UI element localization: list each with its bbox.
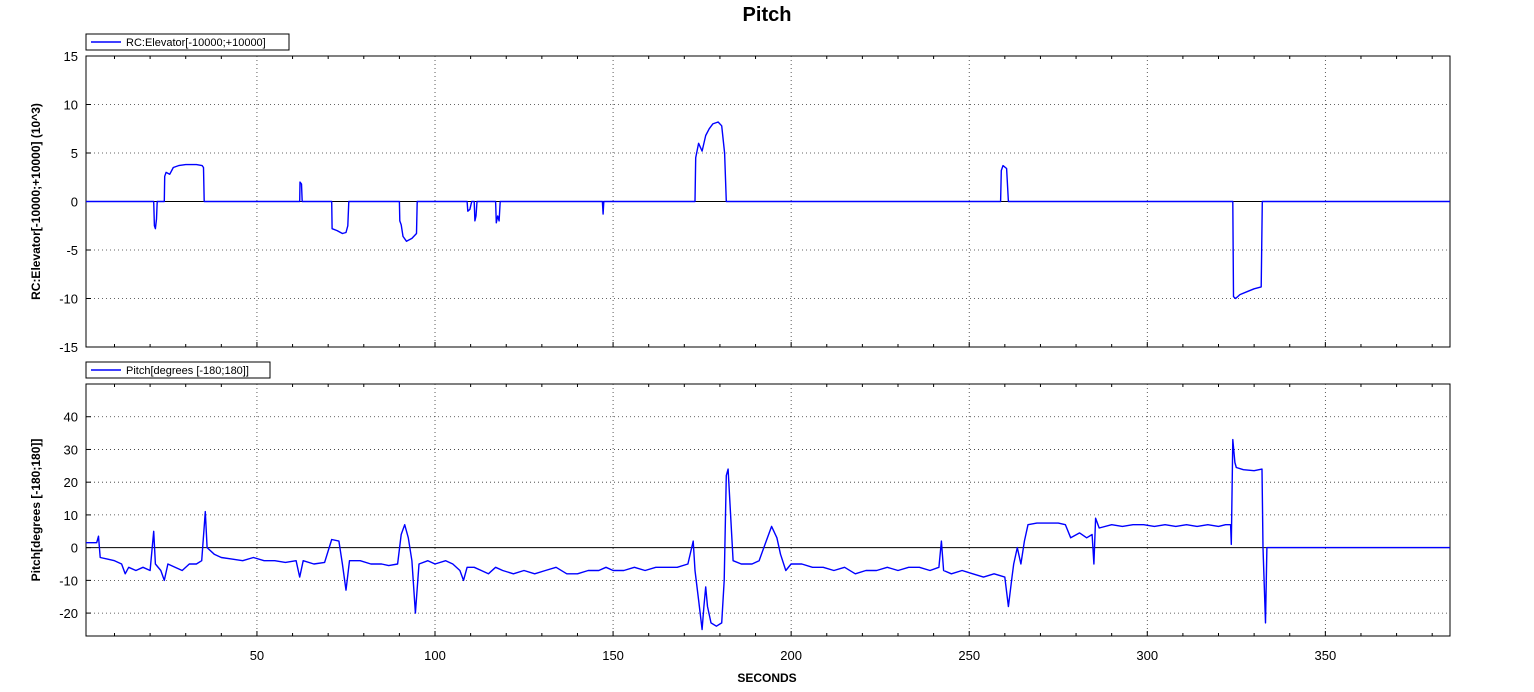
legend-label: RC:Elevator[-10000;+10000]: [126, 37, 266, 49]
y-tick-label: -5: [66, 243, 78, 258]
x-axis-label: SECONDS: [737, 671, 796, 685]
x-tick-label: 350: [1315, 648, 1337, 663]
y-tick-label: -20: [59, 606, 78, 621]
legend-box: [85, 33, 290, 51]
y-tick-label: 40: [64, 410, 78, 425]
plot-area-2: [85, 383, 1451, 637]
y-tick-label: -15: [59, 340, 78, 355]
y-tick-label: -10: [59, 292, 78, 307]
x-tick-label: 200: [780, 648, 802, 663]
y-tick-label: 0: [71, 195, 78, 210]
series-line-1: [86, 121, 1450, 300]
y-tick-label: 10: [64, 508, 78, 523]
y-tick-label: 15: [64, 49, 78, 64]
y-tick-label: 0: [71, 541, 78, 556]
y-tick-label: -10: [59, 573, 78, 588]
y-axis-label: Pitch[degrees [-180;180]]: [29, 439, 43, 582]
y-tick-label: 30: [64, 442, 78, 457]
legend-label: Pitch[degrees [-180;180]]: [126, 365, 249, 377]
y-axis-label: RC:Elevator[-10000;+10000] (10^3): [29, 103, 43, 300]
x-tick-label: 100: [424, 648, 446, 663]
x-tick-label: 300: [1136, 648, 1158, 663]
legend-box: [85, 361, 271, 379]
series-line-2: [86, 438, 1450, 631]
x-tick-label: 150: [602, 648, 624, 663]
y-tick-label: 10: [64, 98, 78, 113]
x-tick-label: 250: [958, 648, 980, 663]
x-tick-label: 50: [250, 648, 264, 663]
y-tick-label: 5: [71, 146, 78, 161]
y-tick-label: 20: [64, 475, 78, 490]
chart-title: Pitch: [743, 4, 792, 26]
